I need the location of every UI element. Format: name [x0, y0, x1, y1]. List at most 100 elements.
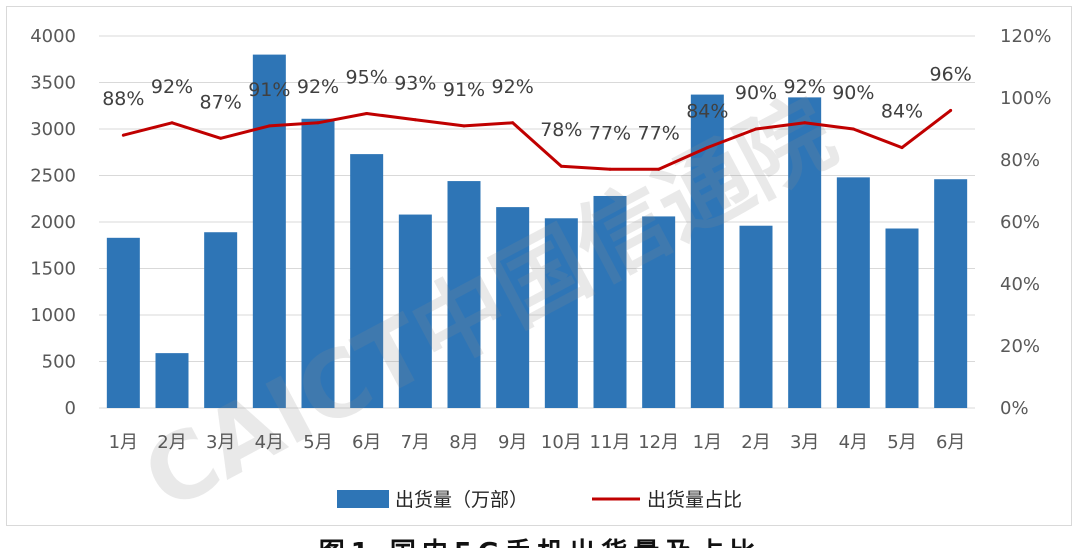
data-label: 90% — [735, 82, 777, 104]
data-label: 95% — [346, 67, 388, 89]
y-left-tick-label: 3500 — [30, 73, 76, 94]
bar — [155, 353, 189, 408]
data-label: 92% — [784, 76, 826, 98]
x-tick-label: 6月 — [936, 432, 965, 453]
data-label: 96% — [930, 63, 972, 85]
x-tick-label: 3月 — [790, 432, 819, 453]
data-label: 78% — [540, 119, 582, 141]
data-label: 84% — [686, 101, 728, 123]
line-point — [267, 124, 271, 128]
line-point — [705, 146, 709, 150]
data-label: 77% — [589, 122, 631, 144]
bar — [398, 214, 432, 408]
line-point — [657, 167, 661, 171]
y-left-tick-label: 3000 — [30, 119, 76, 140]
x-tick-label: 8月 — [449, 432, 478, 453]
x-tick-label: 9月 — [498, 432, 527, 453]
y-right-tick-label: 120% — [1000, 26, 1051, 47]
data-label: 84% — [881, 101, 923, 123]
data-label: 90% — [832, 82, 874, 104]
bar — [106, 237, 140, 408]
bar — [788, 97, 822, 408]
line-point — [413, 118, 417, 122]
bar — [350, 154, 384, 408]
bar — [836, 177, 870, 408]
y-right-tick-label: 100% — [1000, 88, 1051, 109]
line-point — [803, 121, 807, 125]
y-right-tick-label: 40% — [1000, 274, 1040, 295]
y-right-tick-label: 0% — [1000, 398, 1029, 419]
line-point — [121, 133, 125, 137]
line-layer: 88% 92% 87% 91% 92% 95% 93% 91% 92% 78% 77% 77% 84% 9… — [102, 63, 972, 171]
axis-labels: 0 500 1000 1500 2000 2500 3000 3500 4000 0% 20% 40%… — [30, 26, 1051, 453]
y-left-tick-label: 2000 — [30, 212, 76, 233]
bar — [593, 195, 627, 408]
x-tick-label: 10月 — [541, 432, 582, 453]
bar — [739, 225, 773, 408]
bar — [934, 179, 968, 408]
legend-swatch-bar — [337, 490, 389, 508]
data-label: 92% — [151, 76, 193, 98]
line-point — [559, 164, 563, 168]
legend-label-bar: 出货量（万部） — [395, 489, 528, 511]
bar — [447, 181, 481, 408]
x-tick-label: 11月 — [590, 432, 631, 453]
figure-caption: 图1 国内5G手机出货量及占比 — [0, 532, 1080, 548]
x-tick-label: 1月 — [693, 432, 722, 453]
chart-frame: CAICT中国信通院 88% 92% 87% 91% 92% 95% 93% 91% 92% 78… — [6, 6, 1072, 527]
line-point — [900, 146, 904, 150]
legend: 出货量（万部） 出货量占比 — [337, 489, 742, 511]
line-point — [170, 121, 174, 125]
chart-svg: CAICT中国信通院 88%92%87%91% 92% 95% 93% 91% 92%78… — [30, 26, 1051, 527]
grid-layer — [99, 35, 975, 409]
data-label: 88% — [102, 88, 144, 110]
line-point — [511, 121, 515, 125]
bar-layer — [106, 54, 968, 409]
x-tick-label: 12月 — [638, 432, 679, 453]
data-label: 91% — [443, 79, 485, 101]
bar — [204, 232, 238, 408]
line-point — [462, 124, 466, 128]
bar — [642, 216, 676, 408]
data-label: 92% — [297, 76, 339, 98]
y-right-tick-label: 20% — [1000, 336, 1040, 357]
data-label: 87% — [200, 91, 242, 113]
y-right-tick-label: 80% — [1000, 150, 1040, 171]
data-label: 92% — [492, 76, 534, 98]
y-left-tick-label: 2500 — [30, 166, 76, 187]
y-right-tick-label: 60% — [1000, 212, 1040, 233]
y-left-tick-label: 500 — [42, 352, 76, 373]
x-tick-label: 2月 — [157, 432, 186, 453]
bar — [252, 54, 286, 408]
line-point — [608, 167, 612, 171]
caption-area: 图1 国内5G手机出货量及占比 — [0, 528, 1080, 548]
bar — [496, 207, 530, 408]
x-tick-label: 4月 — [255, 432, 284, 453]
x-tick-label: 7月 — [401, 432, 430, 453]
line-point — [316, 121, 320, 125]
x-tick-label: 5月 — [887, 432, 916, 453]
data-label: 77% — [638, 122, 680, 144]
x-tick-label: 5月 — [303, 432, 332, 453]
line-series — [122, 109, 952, 171]
bar — [544, 218, 578, 408]
bar — [885, 228, 919, 408]
x-tick-label: 6月 — [352, 432, 381, 453]
line-point — [219, 136, 223, 140]
data-label: 93% — [394, 73, 436, 95]
line-point — [851, 127, 855, 131]
legend-label-line: 出货量占比 — [647, 489, 742, 511]
x-tick-label: 2月 — [741, 432, 770, 453]
data-label: 91% — [248, 79, 290, 101]
y-left-tick-label: 1500 — [30, 259, 76, 280]
y-left-tick-label: 4000 — [30, 26, 76, 47]
x-tick-label: 4月 — [839, 432, 868, 453]
x-tick-label: 1月 — [109, 432, 138, 453]
x-tick-label: 3月 — [206, 432, 235, 453]
y-left-tick-label: 0 — [65, 398, 76, 419]
y-left-tick-label: 1000 — [30, 305, 76, 326]
line-point — [365, 112, 369, 115]
line-point — [754, 127, 758, 131]
line-point — [949, 108, 953, 112]
bar — [301, 118, 335, 409]
